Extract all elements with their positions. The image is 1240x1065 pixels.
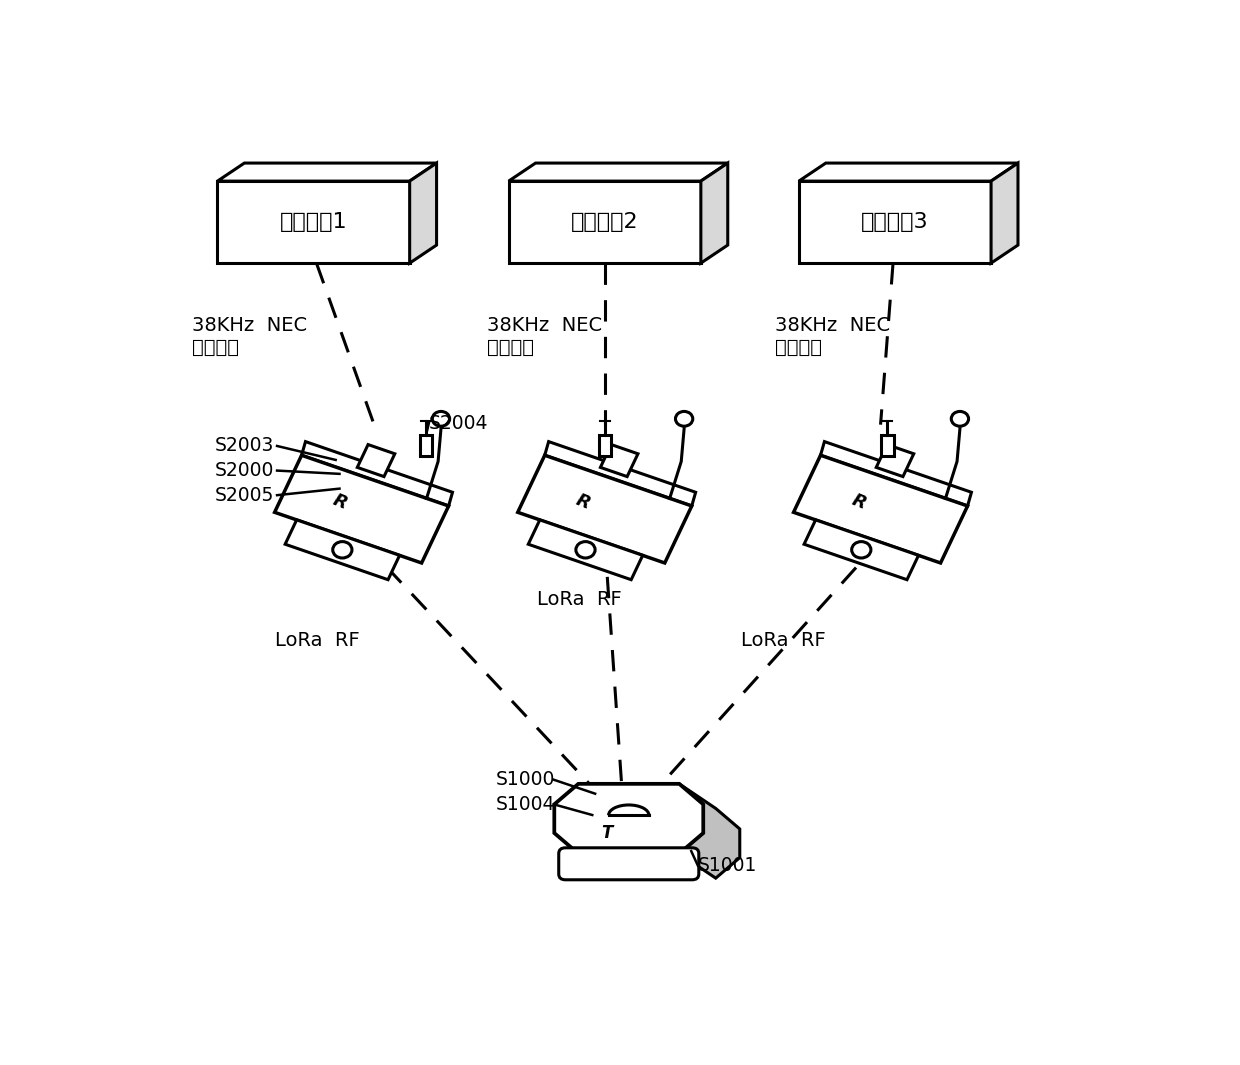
Text: T: T xyxy=(600,823,613,841)
Polygon shape xyxy=(991,163,1018,263)
Text: LoRa  RF: LoRa RF xyxy=(537,590,622,609)
Text: S2005: S2005 xyxy=(215,486,274,505)
FancyBboxPatch shape xyxy=(559,848,699,880)
Text: S1000: S1000 xyxy=(496,770,556,789)
Text: S2003: S2003 xyxy=(215,437,274,456)
Polygon shape xyxy=(217,163,436,181)
Polygon shape xyxy=(301,442,453,506)
Text: R: R xyxy=(330,491,350,512)
Polygon shape xyxy=(701,163,728,263)
Polygon shape xyxy=(217,181,409,263)
Text: R: R xyxy=(848,491,868,512)
Polygon shape xyxy=(799,163,1018,181)
Polygon shape xyxy=(528,520,642,579)
Polygon shape xyxy=(285,520,399,579)
Polygon shape xyxy=(508,181,701,263)
Polygon shape xyxy=(794,455,967,563)
Text: S2000: S2000 xyxy=(215,461,274,480)
Polygon shape xyxy=(821,442,971,506)
Text: 38KHz  NEC
无线传输: 38KHz NEC 无线传输 xyxy=(775,316,890,358)
Polygon shape xyxy=(544,442,696,506)
Bar xyxy=(599,436,611,456)
Polygon shape xyxy=(877,444,914,477)
Text: 红外设备3: 红外设备3 xyxy=(861,212,929,232)
Text: LoRa  RF: LoRa RF xyxy=(742,630,826,650)
Text: S1004: S1004 xyxy=(496,794,556,814)
Text: LoRa  RF: LoRa RF xyxy=(275,630,360,650)
Polygon shape xyxy=(680,784,740,879)
Text: R: R xyxy=(573,491,593,512)
Text: 38KHz  NEC
有线传输: 38KHz NEC 有线传输 xyxy=(486,316,601,358)
Polygon shape xyxy=(554,784,703,853)
Polygon shape xyxy=(804,520,919,579)
Bar xyxy=(882,436,894,456)
Polygon shape xyxy=(799,181,991,263)
Polygon shape xyxy=(518,455,692,563)
Polygon shape xyxy=(508,163,728,181)
Text: 红外设备1: 红外设备1 xyxy=(280,212,347,232)
Text: S2004: S2004 xyxy=(429,413,489,432)
Polygon shape xyxy=(600,444,637,477)
Polygon shape xyxy=(409,163,436,263)
Bar xyxy=(420,436,433,456)
Text: 红外设备2: 红外设备2 xyxy=(570,212,639,232)
Polygon shape xyxy=(274,455,449,563)
Text: S1001: S1001 xyxy=(698,856,758,875)
Polygon shape xyxy=(357,444,394,477)
Text: 38KHz  NEC
无线传输: 38KHz NEC 无线传输 xyxy=(191,316,306,358)
